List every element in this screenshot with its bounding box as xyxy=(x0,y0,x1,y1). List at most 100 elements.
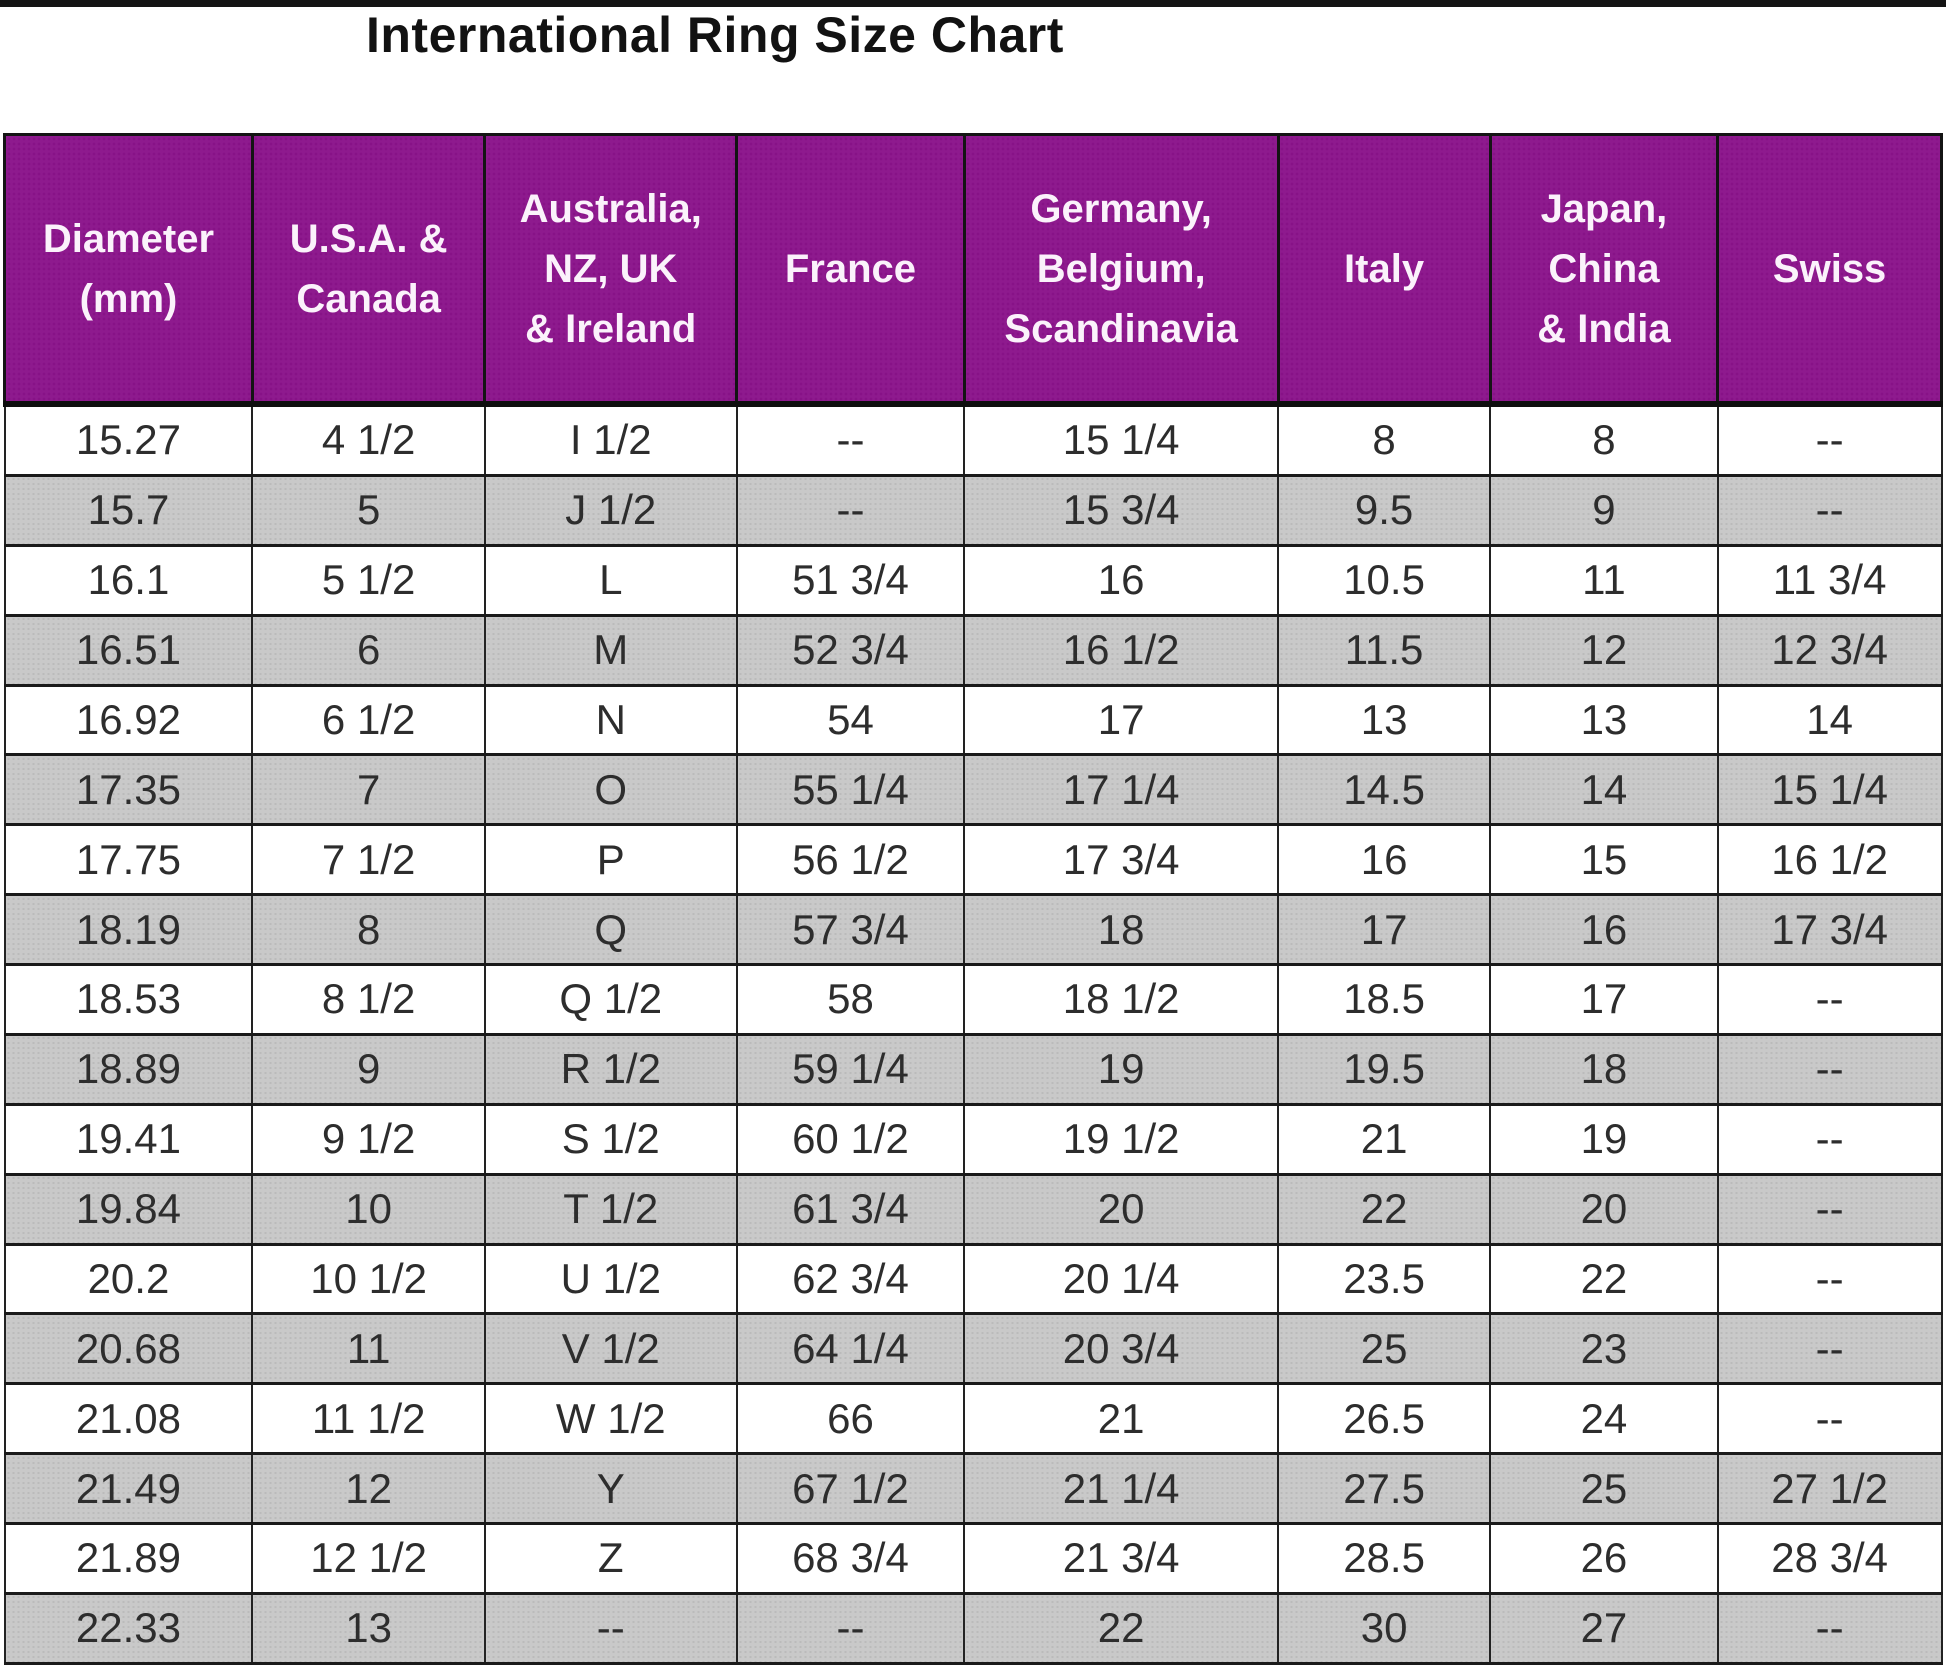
table-row: 19.84 10 T 1/2 61 3/4 20 22 20 -- xyxy=(3,1172,1943,1246)
table-cell: 12 3/4 xyxy=(1716,613,1943,687)
table-row: 15.7 5 J 1/2 -- 15 3/4 9.5 9 -- xyxy=(3,473,1943,547)
table-row: 16.92 6 1/2 N 54 17 13 13 14 xyxy=(3,683,1943,757)
table-cell: N xyxy=(483,683,738,757)
table-cell: 54 xyxy=(735,683,966,757)
table-cell: 52 3/4 xyxy=(735,613,966,687)
column-header-germany-belgium-scandinavia: Germany, Belgium, Scandinavia xyxy=(962,133,1280,407)
table-cell: -- xyxy=(1716,402,1943,477)
column-header-japan-china-india: Japan, China & India xyxy=(1488,133,1720,407)
table-cell: Q 1/2 xyxy=(483,963,738,1036)
table-cell: -- xyxy=(1716,1591,1943,1666)
table-row: 20.2 10 1/2 U 1/2 62 3/4 20 1/4 23.5 22 -- xyxy=(3,1242,1943,1316)
table-cell: 10.5 xyxy=(1277,543,1492,617)
table-cell: 18.89 xyxy=(3,1032,254,1106)
table-cell: U 1/2 xyxy=(483,1242,738,1316)
table-cell: 20 3/4 xyxy=(963,1312,1280,1386)
table-cell: 17.75 xyxy=(3,823,254,897)
table-cell: 55 1/4 xyxy=(735,753,966,827)
table-cell: 12 1/2 xyxy=(251,1522,486,1595)
table-cell: 6 xyxy=(251,613,486,687)
table-cell: 17 3/4 xyxy=(1716,893,1943,967)
table-cell: 27 1/2 xyxy=(1716,1452,1943,1526)
ring-size-table: Diameter (mm) U.S.A. & Canada Australia,… xyxy=(3,133,1943,1666)
table-cell: 21 3/4 xyxy=(963,1522,1280,1595)
table-cell: 20.2 xyxy=(3,1242,254,1316)
table-cell: 15.7 xyxy=(3,473,254,547)
table-cell: V 1/2 xyxy=(483,1312,738,1386)
table-cell: 10 xyxy=(251,1172,486,1246)
table-cell: 5 xyxy=(251,473,486,547)
table-cell: 66 xyxy=(735,1382,966,1456)
table-cell: M xyxy=(483,613,738,687)
table-cell: 18 xyxy=(1489,1032,1719,1106)
table-cell: 15 1/4 xyxy=(1716,753,1943,827)
table-cell: -- xyxy=(735,1591,966,1666)
table-cell: 21.08 xyxy=(3,1382,254,1456)
column-header-swiss: Swiss xyxy=(1716,133,1943,407)
table-cell: 19 xyxy=(1489,1102,1719,1176)
table-row: 16.1 5 1/2 L 51 3/4 16 10.5 11 11 3/4 xyxy=(3,543,1943,617)
table-cell: 21.49 xyxy=(3,1452,254,1526)
table-cell: -- xyxy=(1716,1102,1943,1176)
table-cell: 64 1/4 xyxy=(735,1312,966,1386)
page-title: International Ring Size Chart xyxy=(366,7,1064,63)
table-cell: 16 1/2 xyxy=(963,613,1280,687)
table-cell: 25 xyxy=(1489,1452,1719,1526)
table-cell: 10 1/2 xyxy=(251,1242,486,1316)
table-cell: -- xyxy=(1716,963,1943,1036)
table-cell: 17 xyxy=(1277,893,1492,967)
table-cell: 4 1/2 xyxy=(251,402,486,477)
table-cell: 62 3/4 xyxy=(735,1242,966,1316)
table-row: 18.89 9 R 1/2 59 1/4 19 19.5 18 -- xyxy=(3,1032,1943,1106)
table-cell: -- xyxy=(735,402,966,477)
table-cell: 17 xyxy=(963,683,1280,757)
table-cell: 11 xyxy=(251,1312,486,1386)
table-cell: 8 xyxy=(1277,402,1492,477)
table-cell: 68 3/4 xyxy=(735,1522,966,1595)
table-cell: 19 1/2 xyxy=(963,1102,1280,1176)
table-cell: 27.5 xyxy=(1277,1452,1492,1526)
table-cell: 22 xyxy=(963,1591,1280,1666)
table-cell: 20.68 xyxy=(3,1312,254,1386)
table-cell: 57 3/4 xyxy=(735,893,966,967)
table-cell: 16 xyxy=(1489,893,1719,967)
table-cell: 18.19 xyxy=(3,893,254,967)
table-cell: 13 xyxy=(251,1591,486,1666)
table-cell: 21.89 xyxy=(3,1522,254,1595)
table-cell: 15 3/4 xyxy=(963,473,1280,547)
table-cell: 60 1/2 xyxy=(735,1102,966,1176)
table-row: 21.49 12 Y 67 1/2 21 1/4 27.5 25 27 1/2 xyxy=(3,1452,1943,1526)
table-cell: 16 1/2 xyxy=(1716,823,1943,897)
table-cell: Y xyxy=(483,1452,738,1526)
table-cell: 12 xyxy=(251,1452,486,1526)
table-cell: 8 1/2 xyxy=(251,963,486,1036)
table-cell: 15 1/4 xyxy=(963,402,1280,477)
table-cell: -- xyxy=(1716,1242,1943,1316)
table-cell: 20 xyxy=(1489,1172,1719,1246)
table-cell: 28.5 xyxy=(1277,1522,1492,1595)
table-cell: 11 xyxy=(1489,543,1719,617)
table-cell: L xyxy=(483,543,738,617)
column-header-australia-nz-uk-ireland: Australia, NZ, UK & Ireland xyxy=(483,133,739,407)
table-cell: 17 3/4 xyxy=(963,823,1280,897)
table-row: 20.68 11 V 1/2 64 1/4 20 3/4 25 23 -- xyxy=(3,1312,1943,1386)
table-row: 21.89 12 1/2 Z 68 3/4 21 3/4 28.5 26 28 3/4 xyxy=(3,1522,1943,1595)
table-cell: 9.5 xyxy=(1277,473,1492,547)
table-cell: 21 1/4 xyxy=(963,1452,1280,1526)
header-row: Diameter (mm) U.S.A. & Canada Australia,… xyxy=(3,133,1943,407)
table-cell: 28 3/4 xyxy=(1716,1522,1943,1595)
table-cell: -- xyxy=(1716,1032,1943,1106)
table-cell: 18 xyxy=(963,893,1280,967)
table-cell: T 1/2 xyxy=(483,1172,738,1246)
table-cell: -- xyxy=(735,473,966,547)
table-cell: 14 xyxy=(1489,753,1719,827)
table-cell: 67 1/2 xyxy=(735,1452,966,1526)
table-cell: 26 xyxy=(1489,1522,1719,1595)
table-cell: 5 1/2 xyxy=(251,543,486,617)
table-row: 18.19 8 Q 57 3/4 18 17 16 17 3/4 xyxy=(3,893,1943,967)
table-cell: 58 xyxy=(735,963,966,1036)
table-cell: 56 1/2 xyxy=(735,823,966,897)
table-cell: 18.5 xyxy=(1277,963,1492,1036)
table-cell: -- xyxy=(1716,1312,1943,1386)
table-cell: 7 1/2 xyxy=(251,823,486,897)
